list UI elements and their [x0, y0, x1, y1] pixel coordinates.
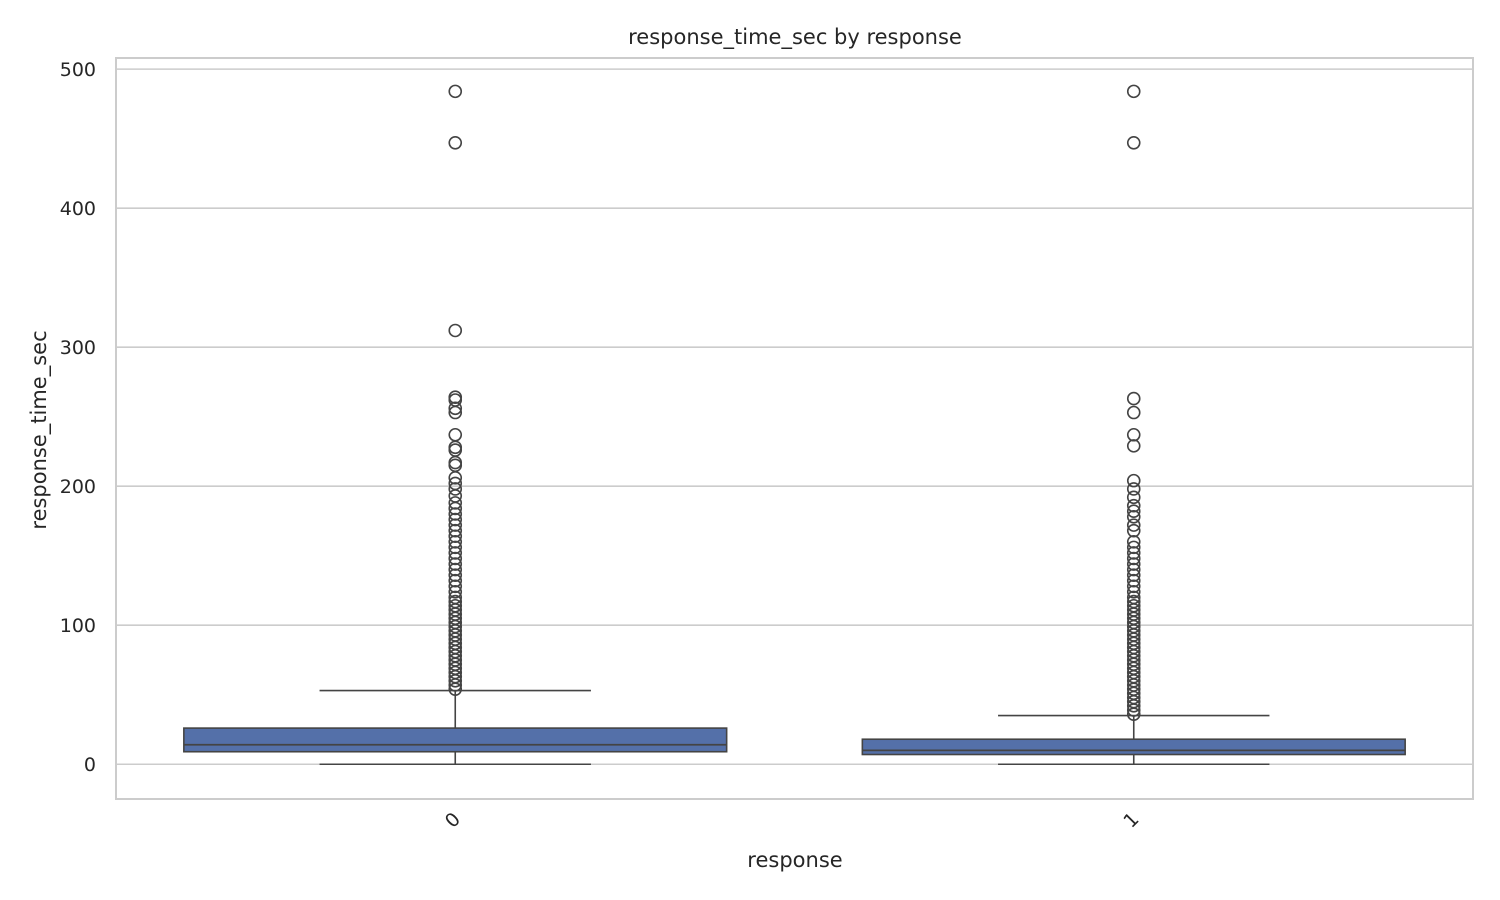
y-tick-labels: 0 100 200 300 400 500	[60, 59, 96, 776]
outlier-point	[448, 455, 463, 470]
outlier-point	[448, 323, 463, 338]
outlier-point	[1126, 498, 1141, 513]
y-tick-label: 400	[60, 198, 96, 220]
outlier-point	[448, 523, 463, 538]
outlier-point	[1126, 136, 1141, 150]
x-axis-label: response	[747, 848, 842, 872]
outlier-point	[1126, 535, 1141, 549]
outlier-point	[448, 682, 463, 696]
outlier-point	[448, 540, 463, 555]
outlier-point	[448, 501, 463, 516]
outlier-point	[1126, 391, 1141, 406]
outlier-point	[1126, 482, 1141, 496]
outlier-point	[448, 568, 463, 582]
box-iqr	[861, 738, 1406, 756]
outlier-point	[1126, 562, 1141, 577]
outlier-point	[1126, 473, 1141, 488]
outlier-point	[448, 471, 463, 485]
outlier-point	[1126, 518, 1141, 532]
outlier-point	[1126, 568, 1141, 582]
outlier-point	[1126, 573, 1141, 588]
outlier-point	[448, 136, 463, 150]
y-tick-label: 0	[84, 754, 96, 776]
outlier-point	[1126, 439, 1141, 453]
outlier-point	[1126, 585, 1141, 599]
y-tick-label: 100	[60, 615, 96, 637]
outlier-point	[448, 585, 463, 599]
x-tick-label: 1	[1119, 808, 1143, 832]
outlier-point	[1126, 509, 1141, 524]
outlier-point	[1126, 405, 1141, 420]
outlier-point	[1126, 490, 1141, 505]
outlier-point	[448, 507, 463, 521]
outlier-point	[448, 546, 463, 560]
outlier-point	[448, 512, 463, 527]
outlier-point	[1126, 699, 1141, 713]
x-tick-label: 0	[441, 808, 465, 832]
outlier-point	[448, 458, 463, 473]
outlier-point	[448, 496, 463, 510]
outlier-point	[448, 579, 463, 594]
outlier-point	[1126, 579, 1141, 594]
box-iqr	[183, 727, 728, 753]
outlier-point	[448, 84, 463, 99]
outlier-point	[1126, 707, 1141, 721]
outlier-point	[448, 405, 463, 420]
outlier-point	[448, 551, 463, 566]
outlier-point	[448, 573, 463, 588]
outlier-point	[448, 482, 463, 496]
outlier-point	[448, 443, 463, 457]
outlier-point	[1126, 540, 1141, 555]
y-tick-label: 200	[60, 476, 96, 498]
outlier-point	[1126, 557, 1141, 571]
outlier-point	[448, 440, 463, 455]
chart-title: response_time_sec by response	[628, 25, 962, 50]
outlier-point	[1126, 703, 1141, 717]
box-series	[183, 84, 1406, 766]
outlier-point	[448, 518, 463, 532]
y-tick-label: 300	[60, 337, 96, 359]
outlier-point	[448, 489, 463, 503]
y-tick-label: 500	[60, 59, 96, 81]
outlier-point	[448, 678, 463, 692]
outlier-point	[448, 674, 463, 688]
y-axis-label: response_time_sec	[27, 330, 52, 529]
y-gridlines	[116, 68, 1473, 766]
outlier-point	[1126, 523, 1141, 538]
outlier-point	[448, 390, 463, 405]
outlier-point	[1126, 551, 1141, 566]
outlier-point	[448, 562, 463, 577]
plot-frame	[115, 57, 1474, 800]
outlier-point	[448, 529, 463, 544]
outlier-point	[1126, 427, 1141, 442]
outlier-point	[448, 557, 463, 571]
outlier-point	[448, 401, 463, 416]
outlier-point	[448, 535, 463, 549]
outlier-point	[448, 427, 463, 442]
outlier-point	[1126, 546, 1141, 560]
outlier-point	[1126, 504, 1141, 519]
outlier-point	[1126, 84, 1141, 99]
